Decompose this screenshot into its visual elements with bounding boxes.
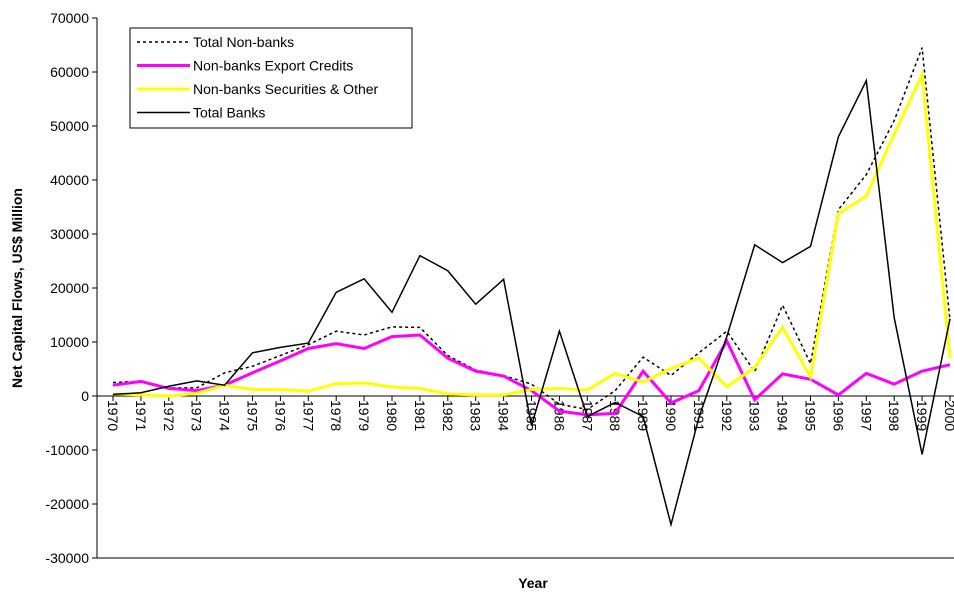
y-tick-label: 10000: [50, 334, 89, 350]
legend-label: Total Non-banks: [193, 34, 294, 50]
series-line: [112, 47, 951, 411]
x-tick-label: 1994: [775, 400, 791, 431]
legend-label: Total Banks: [193, 105, 265, 121]
x-tick-label: 1982: [440, 400, 456, 431]
x-tick-label: 1990: [663, 400, 679, 431]
y-tick-label: 70000: [50, 10, 89, 26]
legend-label: Non-banks Securities & Other: [193, 81, 379, 97]
y-tick-label: 50000: [50, 118, 89, 134]
series-line: [112, 78, 951, 528]
series-line: [112, 69, 952, 398]
x-tick-label: 1997: [858, 400, 874, 431]
x-tick-label: 1980: [384, 400, 400, 431]
y-tick-label: 40000: [50, 172, 89, 188]
x-tick-label: 1972: [161, 400, 177, 431]
x-tick-label: 1986: [551, 400, 567, 431]
y-tick-label: -30000: [45, 550, 89, 566]
x-tick-label: 1984: [496, 400, 512, 431]
x-tick-label: 1979: [356, 400, 372, 431]
x-tick-label: 1970: [105, 400, 121, 431]
x-tick-label: 1992: [719, 400, 735, 431]
y-tick-label: 60000: [50, 64, 89, 80]
x-tick-label: 1975: [245, 400, 261, 431]
x-tick-label: 1973: [189, 400, 205, 431]
x-tick-label: 1996: [830, 400, 846, 431]
x-tick-label: 1981: [412, 400, 428, 431]
x-tick-label: 2000: [942, 400, 954, 431]
x-tick-label: 1977: [300, 400, 316, 431]
x-tick-label: 1978: [328, 400, 344, 431]
x-tick-label: 1998: [886, 400, 902, 431]
x-tick-label: 1993: [747, 400, 763, 431]
y-axis-title: Net Capital Flows, US$ Million: [9, 188, 25, 388]
x-tick-label: 1989: [635, 400, 651, 431]
legend-label: Non-banks Export Credits: [193, 58, 353, 74]
y-tick-label: -20000: [45, 496, 89, 512]
y-tick-label: -10000: [45, 442, 89, 458]
y-tick-label: 30000: [50, 226, 89, 242]
x-tick-label: 1983: [468, 400, 484, 431]
x-tick-label: 1971: [133, 400, 149, 431]
x-tick-label: 1976: [272, 400, 288, 431]
y-tick-label: 0: [81, 388, 89, 404]
x-tick-label: 1995: [803, 400, 819, 431]
y-tick-label: 20000: [50, 280, 89, 296]
x-axis-title: Year: [518, 575, 548, 591]
x-tick-label: 1999: [914, 400, 930, 431]
legend-box: [129, 27, 413, 129]
x-tick-label: 1974: [217, 400, 233, 431]
